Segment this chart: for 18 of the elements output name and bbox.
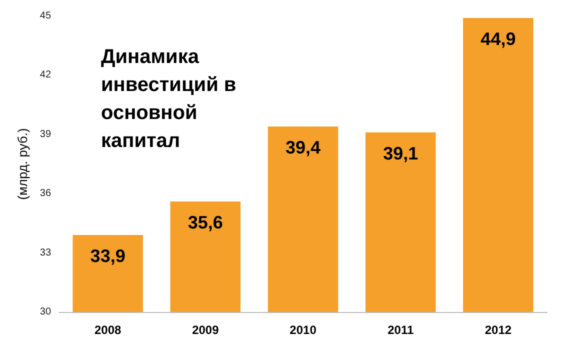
x-tick-label: 2011 [388, 323, 414, 337]
y-tick-label: 42 [40, 70, 52, 81]
data-label: 39,4 [285, 138, 321, 158]
data-label: 33,9 [90, 246, 126, 266]
x-tick-label: 2008 [94, 323, 122, 337]
x-tick-label: 2010 [290, 323, 317, 337]
x-tick-label: 2012 [484, 323, 512, 337]
x-tick-label: 2009 [192, 323, 220, 337]
text: Динамика инвестиций в основной капитал [101, 46, 242, 152]
data-label: 35,6 [188, 212, 223, 232]
y-tick-label: 30 [40, 306, 52, 318]
y-axis-title: (млрд. руб.) [15, 128, 30, 200]
y-tick-label: 39 [40, 128, 52, 140]
data-label: 39,1 [383, 143, 418, 164]
y-tick-label: 33 [40, 247, 52, 258]
data-label: 44,9 [480, 28, 516, 49]
y-tick-label: 45 [40, 10, 52, 22]
y-tick-label: 36 [40, 188, 52, 200]
